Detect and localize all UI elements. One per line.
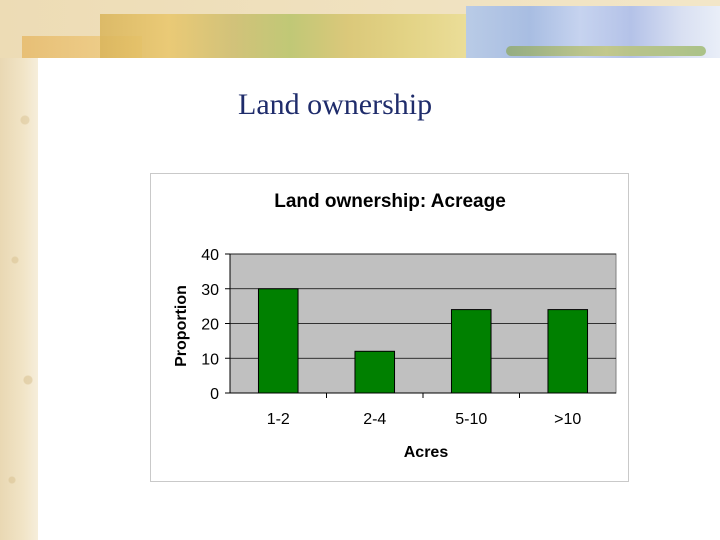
x-tick-label: 5-10 xyxy=(455,411,487,428)
flower-decoration xyxy=(466,6,720,58)
y-axis-label: Proportion xyxy=(173,285,190,367)
x-axis-label: Acres xyxy=(404,444,449,461)
y-tick-label: 10 xyxy=(201,351,219,368)
y-tick-label: 40 xyxy=(201,247,219,264)
slide-title: Land ownership xyxy=(238,88,433,121)
y-tick-label: 30 xyxy=(201,282,219,299)
bar xyxy=(450,309,492,394)
x-tick-label: 2-4 xyxy=(363,411,386,428)
y-tick-label: 0 xyxy=(210,386,219,403)
plot-area: 0 10 20 30 40 1-2 2-4 5-10 >10 xyxy=(201,247,617,428)
x-tick-label: 1-2 xyxy=(267,411,290,428)
chart-title: Land ownership: Acreage xyxy=(274,191,506,212)
bar xyxy=(354,350,396,394)
bar xyxy=(257,288,299,394)
x-tick-label: >10 xyxy=(554,411,581,428)
bar-chart: Land ownership: Acreage 0 10 20 30 40 1-2 2-4 5… xyxy=(173,191,617,461)
bar xyxy=(547,309,589,394)
parchment-border xyxy=(0,0,38,540)
y-tick-label: 20 xyxy=(201,317,219,334)
leaf-decoration xyxy=(100,14,480,58)
